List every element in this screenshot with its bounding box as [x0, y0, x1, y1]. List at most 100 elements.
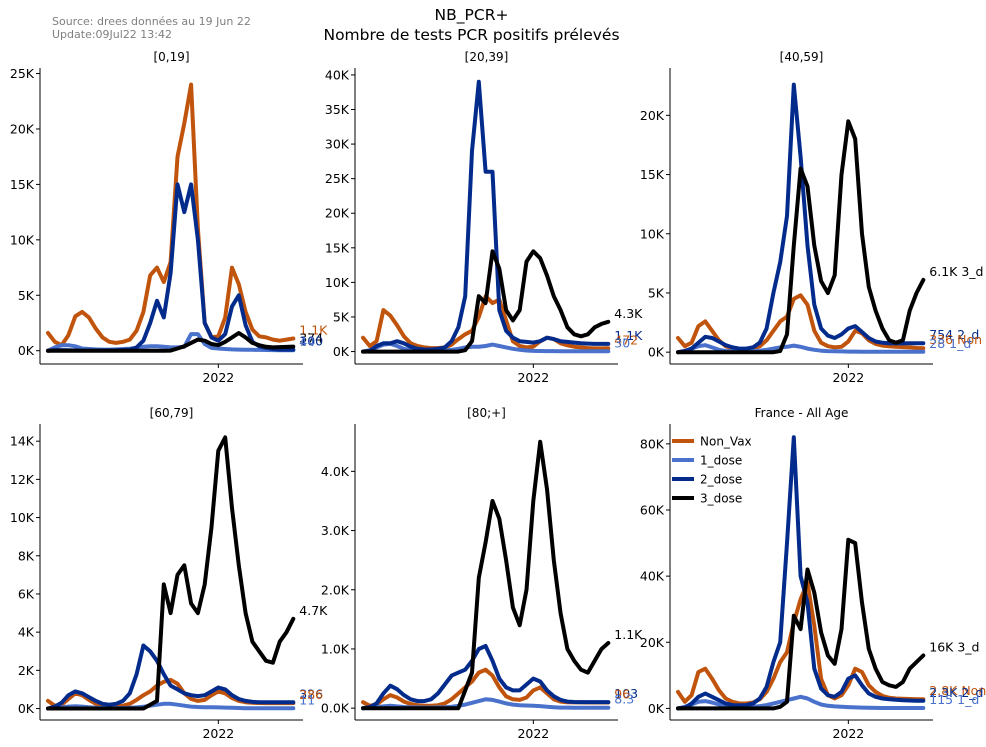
end-value-label: 754 2_d	[929, 327, 979, 342]
y-tick-label: 10K	[10, 232, 35, 247]
y-tick-label: 12K	[10, 472, 35, 487]
y-tick-label: 0K	[648, 701, 665, 716]
series-line-2-dose	[361, 644, 611, 711]
subplot-title: [0,19]	[153, 50, 189, 64]
end-value-label: 286	[299, 687, 323, 702]
source-note: Source: drees données au 19 Jun 22 Updat…	[52, 15, 251, 41]
y-tick-label: 20K	[10, 121, 35, 136]
end-value-label: 2.8K Non	[929, 683, 986, 698]
y-tick-label: 15K	[640, 167, 665, 182]
y-tick-label: 6K	[18, 586, 35, 601]
end-value-label: 28 1_d	[929, 336, 971, 351]
end-value-label: 115 1_d	[929, 692, 979, 707]
y-tick-label: 20K	[640, 108, 665, 123]
series-line-2-dose	[676, 435, 926, 711]
series-line-3-dose	[46, 435, 296, 711]
y-tick-label: 15K	[10, 177, 35, 192]
end-value-label: 44	[299, 334, 315, 349]
end-value-label: 2.3K 2_d	[929, 685, 983, 700]
subplot-4: [60,79] 0K 2K 4K 6K 8K 10K 12K 14K 2022 4.7K 326286…	[10, 406, 328, 741]
y-tick-label: 0.0K	[321, 701, 350, 716]
y-tick-label: 4K	[18, 625, 35, 640]
end-value-label: 472	[614, 332, 638, 347]
y-tick-label: 3.0K	[321, 523, 350, 538]
series-line-1-dose	[676, 694, 926, 711]
legend-label: 1_dose	[700, 454, 742, 468]
series-line-1-dose	[361, 341, 611, 354]
figure-title: NB_PCR+ Nombre de tests PCR positifs pré…	[0, 5, 943, 45]
y-tick-label: 10K	[10, 510, 35, 525]
end-value-label: 100	[299, 334, 323, 349]
y-tick-label: 25K	[325, 171, 350, 186]
y-tick-label: 20K	[325, 206, 350, 221]
x-tick-label: 2022	[517, 726, 549, 741]
subplot-6: France - All Age 0K 20K 40K 60K 80K 2022 16K 3_…	[640, 406, 986, 741]
end-value-label: 30	[614, 335, 630, 350]
y-tick-label: 4.0K	[321, 464, 350, 479]
y-tick-label: 0K	[18, 343, 35, 358]
end-value-label: 4.7K	[299, 603, 328, 618]
y-tick-label: 60K	[640, 502, 665, 517]
x-tick-label: 2022	[832, 370, 864, 385]
figure-title-line-1: NB_PCR+	[434, 6, 509, 24]
subplot-title: [60,79]	[150, 406, 194, 420]
subplot-title: [80;+]	[467, 406, 506, 420]
y-tick-label: 0K	[648, 345, 665, 360]
y-tick-label: 8K	[18, 548, 35, 563]
series-line-3-dose	[676, 119, 926, 355]
y-tick-label: 0K	[333, 344, 350, 359]
subplot-3: [40,59] 0K 5K 10K 15K 20K 2022 6.1K 3_d 754 2_d3…	[640, 50, 984, 385]
figure-title-line-2: Nombre de tests PCR positifs prélevés	[323, 26, 620, 44]
y-tick-label: 15K	[325, 240, 350, 255]
x-tick-label: 2022	[202, 370, 234, 385]
legend-label: 2_dose	[700, 473, 742, 487]
y-tick-label: 25K	[10, 66, 35, 81]
x-tick-label: 2022	[832, 726, 864, 741]
end-value-label: 6.1K 3_d	[929, 264, 983, 279]
subplot-title: [40,59]	[780, 50, 824, 64]
x-tick-label: 2022	[517, 370, 549, 385]
subplot-5: [80;+] 0.0K 1.0K 2.0K 3.0K 4.0K 2022 1.1K 103968…	[321, 406, 643, 741]
end-value-label: 374	[299, 331, 323, 346]
end-value-label: 1.1K	[614, 627, 643, 642]
end-value-label: 1.1K	[614, 328, 643, 343]
y-tick-label: 35K	[325, 102, 350, 117]
y-tick-label: 10K	[325, 275, 350, 290]
end-value-label: 16K 3_d	[929, 640, 979, 655]
update-line: Update:09Jul22 13:42	[52, 28, 173, 41]
x-tick-label: 2022	[202, 726, 234, 741]
subplot-2: [20,39] 0K 5K 10K 15K 20K 25K 30K 35K 40K 2022 4.3K…	[325, 50, 643, 385]
subplot-title: [20,39]	[465, 50, 509, 64]
series-line-3-dose	[361, 439, 611, 711]
series-line-2-dose	[361, 79, 611, 354]
end-value-label: 336 Non	[929, 332, 982, 347]
y-tick-label: 1.0K	[321, 641, 350, 656]
legend-label: 3_dose	[700, 492, 742, 506]
y-tick-label: 10K	[640, 226, 665, 241]
series-line-3-dose	[361, 249, 611, 354]
source-line: Source: drees données au 19 Jun 22	[52, 15, 251, 28]
series-line-2-dose	[46, 182, 296, 353]
legend-label: Non_Vax	[700, 435, 752, 449]
y-tick-label: 5K	[18, 288, 35, 303]
y-tick-label: 5K	[333, 309, 350, 324]
end-value-label: 8.3	[614, 692, 634, 707]
end-value-label: 96	[614, 686, 630, 701]
end-value-label: 4.3K	[614, 306, 643, 321]
end-value-label: 1.1K	[299, 323, 328, 338]
y-tick-label: 40K	[325, 67, 350, 82]
series-line-2-dose	[676, 82, 926, 355]
y-tick-label: 2.0K	[321, 582, 350, 597]
legend: Non_Vax 1_dose 2_dose 3_dose	[672, 435, 752, 506]
series-line-non-vax	[46, 82, 296, 348]
series-line-3-dose	[46, 331, 296, 353]
series-line-non-vax	[676, 580, 926, 706]
y-tick-label: 30K	[325, 137, 350, 152]
end-value-label: 11	[299, 692, 315, 707]
series-line-1-dose	[676, 343, 926, 355]
y-tick-label: 80K	[640, 436, 665, 451]
y-tick-label: 0K	[18, 701, 35, 716]
subplot-title: France - All Age	[755, 406, 849, 420]
